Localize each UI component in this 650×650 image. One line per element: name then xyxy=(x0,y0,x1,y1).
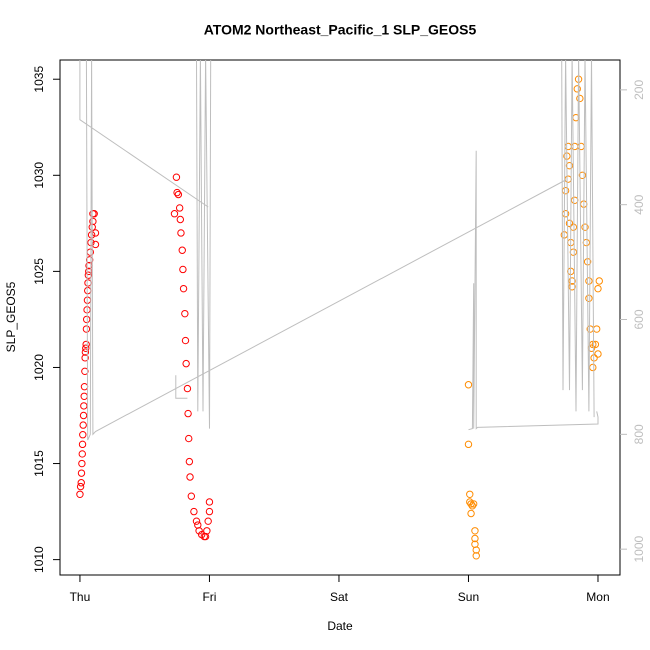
point xyxy=(466,498,474,506)
point xyxy=(469,500,478,508)
point xyxy=(87,231,96,239)
point xyxy=(177,229,185,237)
point xyxy=(175,204,184,212)
point xyxy=(78,459,86,468)
point xyxy=(190,507,198,516)
point xyxy=(79,431,87,439)
point xyxy=(82,325,91,333)
point xyxy=(85,256,94,264)
y-tick-label: 1010 xyxy=(32,546,46,573)
point xyxy=(192,517,201,525)
point xyxy=(174,190,183,199)
point xyxy=(472,552,480,560)
chart-title: ATOM2 Northeast_Pacific_1 SLP_GEOS5 xyxy=(204,22,477,38)
x-tick-label: Fri xyxy=(202,590,216,604)
point xyxy=(576,94,584,103)
point xyxy=(185,457,194,466)
x-tick-label: Sun xyxy=(458,590,479,604)
point xyxy=(82,340,90,349)
y-tick-label: 1025 xyxy=(32,258,46,285)
point xyxy=(203,527,211,535)
y-tick-label: 1030 xyxy=(32,162,46,189)
point xyxy=(181,336,190,345)
point xyxy=(187,492,196,500)
point xyxy=(89,217,97,226)
y2-tick-label: 1000 xyxy=(632,535,646,562)
point xyxy=(82,344,90,352)
point xyxy=(573,85,581,93)
point xyxy=(565,161,574,170)
point xyxy=(184,409,192,418)
point xyxy=(464,440,473,449)
point xyxy=(183,384,192,393)
point xyxy=(78,440,87,449)
point xyxy=(172,173,181,181)
point xyxy=(77,479,85,487)
point xyxy=(186,473,194,481)
point xyxy=(585,277,593,285)
point xyxy=(195,527,203,535)
point xyxy=(176,215,185,224)
y-axis-label: SLP_GEOS5 xyxy=(4,281,18,352)
point xyxy=(81,348,90,356)
point xyxy=(76,490,84,498)
point xyxy=(466,490,474,498)
point xyxy=(80,402,88,410)
point xyxy=(78,450,86,458)
point xyxy=(179,284,188,293)
point xyxy=(468,502,477,510)
point xyxy=(464,381,473,389)
point xyxy=(205,507,214,516)
point xyxy=(594,350,602,358)
point xyxy=(170,210,179,218)
point xyxy=(565,219,574,228)
point xyxy=(467,509,475,518)
y-tick-label: 1020 xyxy=(32,354,46,381)
line xyxy=(79,60,599,441)
point xyxy=(568,283,576,291)
point xyxy=(581,223,589,231)
x-tick-label: Sat xyxy=(330,590,349,604)
point xyxy=(594,284,602,293)
plot-frame xyxy=(59,59,621,576)
point xyxy=(591,340,600,349)
y-tick-label: 1035 xyxy=(32,66,46,93)
point xyxy=(81,354,89,362)
point xyxy=(185,434,193,443)
point xyxy=(173,188,181,197)
point xyxy=(471,534,479,543)
plot-area xyxy=(76,60,603,560)
point xyxy=(578,171,587,179)
point xyxy=(79,411,88,420)
point xyxy=(77,469,86,477)
point xyxy=(84,271,93,279)
point xyxy=(467,500,475,508)
point xyxy=(81,367,89,376)
point xyxy=(82,315,91,324)
point xyxy=(471,527,479,535)
point xyxy=(204,517,212,525)
x-tick-label: Mon xyxy=(586,590,609,604)
point xyxy=(568,277,576,285)
y2-tick-label: 600 xyxy=(632,309,646,329)
point xyxy=(182,359,190,368)
x-axis-label: Date xyxy=(327,619,353,633)
point xyxy=(595,277,603,285)
point xyxy=(76,482,85,491)
x-tick-label: Thu xyxy=(70,590,91,604)
point xyxy=(178,246,186,254)
y2-tick-label: 400 xyxy=(632,194,646,214)
point xyxy=(569,223,578,231)
point xyxy=(585,294,593,302)
point xyxy=(472,546,480,554)
point xyxy=(205,498,214,506)
point xyxy=(79,421,87,429)
point xyxy=(181,309,189,318)
y2-tick-label: 200 xyxy=(632,80,646,100)
y-tick-label: 1015 xyxy=(32,450,46,477)
y2-tick-label: 800 xyxy=(632,424,646,444)
point xyxy=(179,265,187,274)
